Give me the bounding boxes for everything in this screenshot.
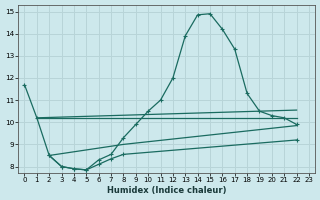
X-axis label: Humidex (Indice chaleur): Humidex (Indice chaleur) <box>107 186 227 195</box>
